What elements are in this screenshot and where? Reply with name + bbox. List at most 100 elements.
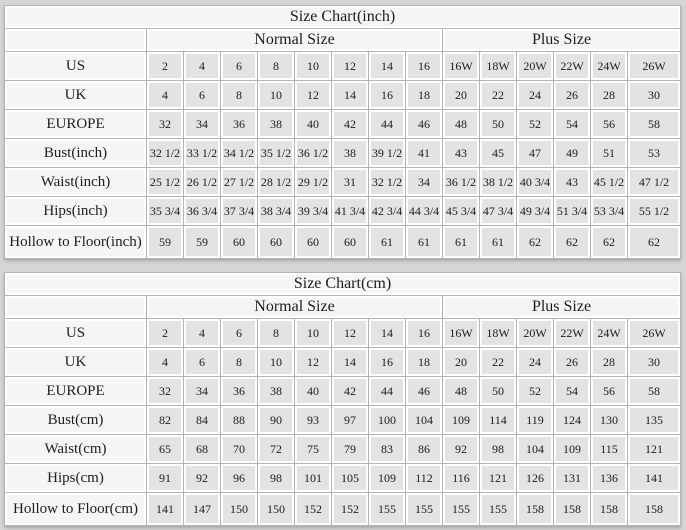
- size-value-cell: 22: [480, 81, 516, 109]
- size-value-cell: 6: [184, 348, 220, 376]
- table-row: Waist(inch) 25 1/2 26 1/2 27 1/2 28 1/2 29 1/…: [5, 168, 680, 196]
- size-value-cell: 130: [591, 406, 627, 434]
- size-value-cell: 24: [517, 81, 553, 109]
- size-value-cell: 60: [221, 226, 257, 258]
- size-value-cell: 16: [406, 52, 442, 80]
- size-value-cell: 36 1/2: [443, 168, 479, 196]
- row-label: US: [5, 52, 146, 80]
- size-value-cell: 82: [147, 406, 183, 434]
- size-value-cell: 24: [517, 348, 553, 376]
- size-value-cell: 12: [295, 348, 331, 376]
- size-value-cell: 16W: [443, 52, 479, 80]
- size-value-cell: 53: [628, 139, 680, 167]
- size-value-cell: 32 1/2: [369, 168, 405, 196]
- size-value-cell: 2: [147, 319, 183, 347]
- size-value-cell: 10: [258, 348, 294, 376]
- size-value-cell: 26: [554, 348, 590, 376]
- size-value-cell: 34: [406, 168, 442, 196]
- size-value-cell: 45 1/2: [591, 168, 627, 196]
- size-value-cell: 50: [480, 110, 516, 138]
- size-value-cell: 60: [258, 226, 294, 258]
- size-value-cell: 150: [258, 493, 294, 525]
- size-value-cell: 10: [295, 319, 331, 347]
- size-value-cell: 72: [258, 435, 294, 463]
- size-value-cell: 6: [184, 81, 220, 109]
- size-value-cell: 49 3/4: [517, 197, 553, 225]
- size-value-cell: 155: [443, 493, 479, 525]
- size-chart-inch-table: Size Chart(inch) Normal Size Plus Size US 2 4…: [4, 5, 681, 259]
- size-value-cell: 158: [591, 493, 627, 525]
- size-value-cell: 48: [443, 110, 479, 138]
- size-value-cell: 109: [369, 464, 405, 492]
- table-row: EUROPE 32 34 36 38 40 42 44 46 48 50 52 54 56 58: [5, 110, 680, 138]
- table-row: Hips(cm) 91 92 96 98 101 105 109 112 116 121 126 131…: [5, 464, 680, 492]
- size-value-cell: 18: [406, 81, 442, 109]
- size-value-cell: 36 3/4: [184, 197, 220, 225]
- size-value-cell: 8: [221, 348, 257, 376]
- group-header-row: Normal Size Plus Size: [5, 29, 680, 51]
- size-value-cell: 47 3/4: [480, 197, 516, 225]
- size-value-cell: 109: [554, 435, 590, 463]
- size-value-cell: 112: [406, 464, 442, 492]
- size-value-cell: 34 1/2: [221, 139, 257, 167]
- size-value-cell: 36: [221, 377, 257, 405]
- title-row: Size Chart(cm): [5, 273, 680, 295]
- size-value-cell: 37 3/4: [221, 197, 257, 225]
- size-value-cell: 55 1/2: [628, 197, 680, 225]
- size-chart-cm-table: Size Chart(cm) Normal Size Plus Size US 2 4 6 8…: [4, 272, 681, 526]
- size-value-cell: 22W: [554, 319, 590, 347]
- size-value-cell: 49: [554, 139, 590, 167]
- size-value-cell: 45 3/4: [443, 197, 479, 225]
- size-value-cell: 53 3/4: [591, 197, 627, 225]
- table-row: EUROPE 32 34 36 38 40 42 44 46 48 50 52 54 56 58: [5, 377, 680, 405]
- size-value-cell: 101: [295, 464, 331, 492]
- size-value-cell: 14: [332, 81, 368, 109]
- size-value-cell: 18W: [480, 319, 516, 347]
- size-value-cell: 12: [295, 81, 331, 109]
- size-value-cell: 32: [147, 110, 183, 138]
- size-value-cell: 6: [221, 319, 257, 347]
- size-value-cell: 56: [591, 110, 627, 138]
- size-value-cell: 25 1/2: [147, 168, 183, 196]
- size-value-cell: 56: [591, 377, 627, 405]
- size-value-cell: 150: [221, 493, 257, 525]
- size-value-cell: 141: [628, 464, 680, 492]
- size-value-cell: 96: [221, 464, 257, 492]
- size-value-cell: 83: [369, 435, 405, 463]
- size-value-cell: 28: [591, 81, 627, 109]
- size-value-cell: 32 1/2: [147, 139, 183, 167]
- size-value-cell: 44: [369, 110, 405, 138]
- size-value-cell: 39 3/4: [295, 197, 331, 225]
- size-value-cell: 36 1/2: [295, 139, 331, 167]
- size-value-cell: 20: [443, 81, 479, 109]
- size-value-cell: 59: [147, 226, 183, 258]
- size-value-cell: 90: [258, 406, 294, 434]
- size-value-cell: 75: [295, 435, 331, 463]
- size-value-cell: 8: [258, 319, 294, 347]
- size-value-cell: 52: [517, 377, 553, 405]
- size-value-cell: 43: [443, 139, 479, 167]
- size-value-cell: 42: [332, 110, 368, 138]
- size-value-cell: 158: [554, 493, 590, 525]
- size-value-cell: 20W: [517, 52, 553, 80]
- size-value-cell: 58: [628, 377, 680, 405]
- size-value-cell: 38 1/2: [480, 168, 516, 196]
- size-value-cell: 8: [221, 81, 257, 109]
- size-value-cell: 54: [554, 377, 590, 405]
- size-value-cell: 26 1/2: [184, 168, 220, 196]
- size-value-cell: 152: [295, 493, 331, 525]
- size-value-cell: 12: [332, 52, 368, 80]
- size-value-cell: 24W: [591, 52, 627, 80]
- size-value-cell: 51 3/4: [554, 197, 590, 225]
- row-label: US: [5, 319, 146, 347]
- size-value-cell: 42 3/4: [369, 197, 405, 225]
- size-value-cell: 47: [517, 139, 553, 167]
- size-value-cell: 4: [147, 348, 183, 376]
- size-value-cell: 31: [332, 168, 368, 196]
- row-label: Bust(inch): [5, 139, 146, 167]
- size-value-cell: 38: [258, 377, 294, 405]
- size-value-cell: 27 1/2: [221, 168, 257, 196]
- size-value-cell: 91: [147, 464, 183, 492]
- size-value-cell: 46: [406, 110, 442, 138]
- size-value-cell: 60: [295, 226, 331, 258]
